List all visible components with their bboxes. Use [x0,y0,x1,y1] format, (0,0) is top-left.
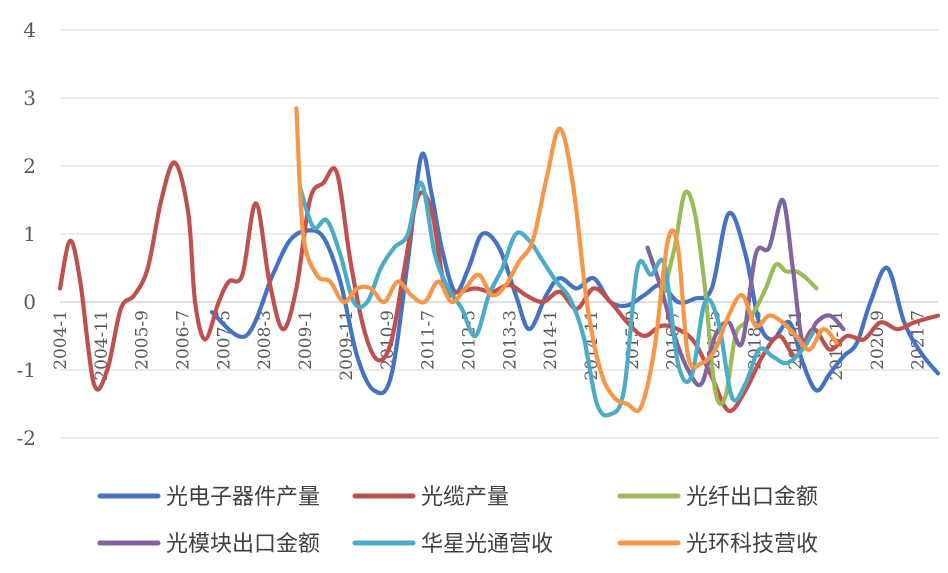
y-tick-label: 1 [23,222,36,246]
y-tick-label: 2 [23,154,36,178]
x-tick-label: 2012-5 [459,310,479,370]
legend-label: 光环科技营收 [686,532,818,557]
gridlines [60,29,938,439]
x-tick-label: 2004-1 [51,310,71,370]
series-line [297,180,816,418]
x-tick-label: 2006-7 [174,310,194,370]
x-tick-label: 2009-1 [296,310,316,370]
y-tick-label: 0 [23,290,36,314]
x-tick-label: 2011-7 [419,310,439,370]
x-tick-label: 2004-11 [92,310,112,381]
x-tick-label: 2005-9 [133,310,153,370]
legend-label: 光缆产量 [421,485,509,510]
series-line [57,160,941,414]
x-tick-label: 2013-3 [500,310,520,370]
series-line [658,189,819,407]
legend-label: 光模块出口金额 [166,532,320,557]
y-tick-label: -1 [17,358,36,382]
y-axis-ticks: -2 -1 0 1 2 3 4 [17,18,36,450]
x-tick-label: 2008-3 [255,310,275,370]
series-line [209,151,941,396]
series-lines [57,106,941,418]
y-tick-label: 4 [23,18,36,42]
x-tick-label: 2014-1 [541,310,561,370]
series-line [294,106,839,414]
y-tick-label: -2 [17,426,36,450]
legend-label: 光电子器件产量 [166,485,320,510]
legend-label: 光纤出口金额 [686,485,818,510]
x-tick-label: 2020-9 [868,310,888,370]
legend-label: 华星光通营收 [421,532,553,557]
x-tick-label: 2007-5 [214,310,234,370]
y-tick-label: 3 [23,86,36,110]
